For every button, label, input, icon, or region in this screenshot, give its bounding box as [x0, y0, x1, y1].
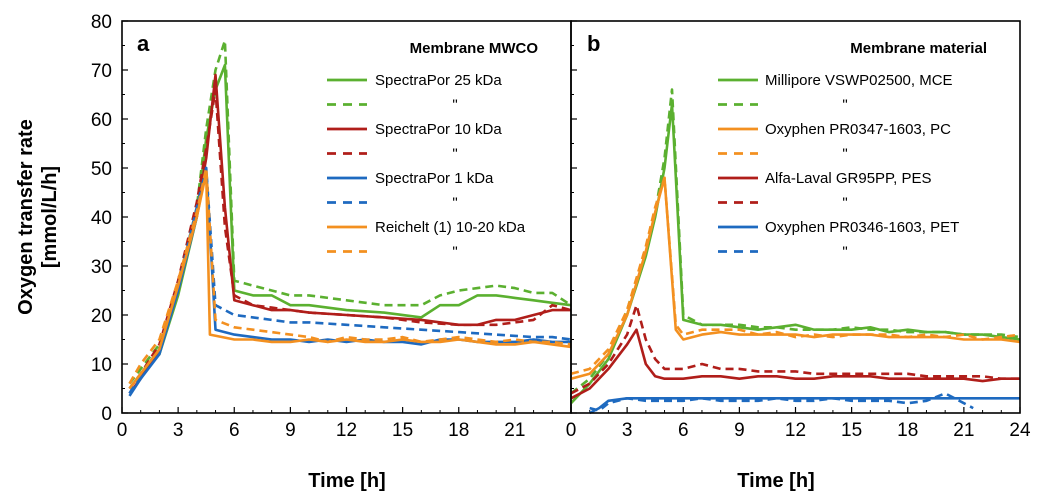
y-tick-label: 0 [101, 404, 112, 425]
legend-label: " [452, 97, 457, 114]
y-tick-label: 70 [91, 61, 112, 82]
series-line-6 [570, 303, 1020, 395]
series-line-4 [570, 176, 1021, 376]
series-line-3 [570, 176, 1021, 380]
y-axis-label-line2: [mmol/L/h] [39, 166, 61, 268]
legend-label: " [452, 195, 457, 212]
series-line-8 [128, 166, 572, 385]
legend-label: " [452, 146, 457, 163]
y-tick-label: 80 [91, 12, 112, 33]
legend-label: Oxyphen PR0346-1603, PET [765, 219, 959, 236]
legend-title: Membrane MWCO [410, 40, 539, 57]
legend: Membrane MWCO SpectraPor 25 kDa " SpectraPo… [327, 40, 538, 261]
legend-label: Alfa-Laval GR95PP, PES [765, 170, 931, 187]
legend: Membrane material Millipore VSWP02500, MC… [718, 40, 987, 261]
x-tick-label: 3 [173, 420, 184, 441]
series-line-8 [589, 392, 974, 412]
x-tick-label: 15 [841, 420, 862, 441]
y-axis-label: Oxygen transfer rate [mmol/L/h] [15, 119, 61, 315]
x-tick-label: 3 [622, 420, 633, 441]
legend-label: " [842, 97, 847, 114]
x-tick-label: 0 [566, 420, 577, 441]
x-tick-label: 0 [117, 420, 128, 441]
x-tick-label: 18 [897, 420, 918, 441]
legend-label: Oxyphen PR0347-1603, PC [765, 121, 951, 138]
panel-b: 0 3 6 9 12 15 18 21 24 Membrane material Millipor… [566, 20, 1031, 492]
y-tick-label: 40 [91, 208, 112, 229]
y-tick-label: 60 [91, 110, 112, 131]
y-tick-label: 10 [91, 355, 112, 376]
series-line-4 [128, 88, 572, 390]
x-tick-label: 6 [229, 420, 240, 441]
series-line-2 [570, 88, 1021, 395]
x-tick-label: 9 [285, 420, 296, 441]
x-tick-label: 6 [678, 420, 689, 441]
panel-a-letter: a [137, 31, 150, 56]
series-line-7 [589, 396, 1020, 415]
legend-label: SpectraPor 1 kDa [375, 170, 494, 187]
legend-label: SpectraPor 25 kDa [375, 72, 502, 89]
panel-a: 0 10 20 30 40 50 60 70 80 0 3 6 9 12 15 18 21 Membrane … [91, 12, 572, 492]
legend-label: Reichelt (1) 10-20 kDa [375, 219, 526, 236]
x-axis-label-a: Time [h] [308, 470, 385, 492]
panel-b-frame [570, 20, 1021, 414]
x-tick-label: 18 [448, 420, 469, 441]
x-tick-label: 21 [953, 420, 974, 441]
legend-label: SpectraPor 10 kDa [375, 121, 502, 138]
x-tick-label: 21 [504, 420, 525, 441]
legend-label: " [842, 195, 847, 212]
y-tick-label: 30 [91, 257, 112, 278]
x-tick-label: 12 [785, 420, 806, 441]
y-tick-label: 50 [91, 159, 112, 180]
x-axis-label-b: Time [h] [737, 470, 814, 492]
panel-b-letter: b [587, 31, 600, 56]
x-tick-label: 9 [734, 420, 745, 441]
series-line-5 [570, 328, 1020, 400]
y-axis-label-line1: Oxygen transfer rate [15, 119, 37, 315]
legend-label: " [842, 146, 847, 163]
series-line-1 [570, 103, 1021, 405]
legend-label: " [842, 244, 847, 261]
x-tick-label: 15 [392, 420, 413, 441]
series-line-2 [128, 39, 572, 385]
legend-title: Membrane material [850, 40, 987, 57]
legend-label: " [452, 244, 457, 261]
y-tick-label: 20 [91, 306, 112, 327]
legend-label: Millipore VSWP02500, MCE [765, 72, 953, 89]
x-tick-label: 24 [1009, 420, 1031, 441]
x-tick-label: 12 [336, 420, 357, 441]
